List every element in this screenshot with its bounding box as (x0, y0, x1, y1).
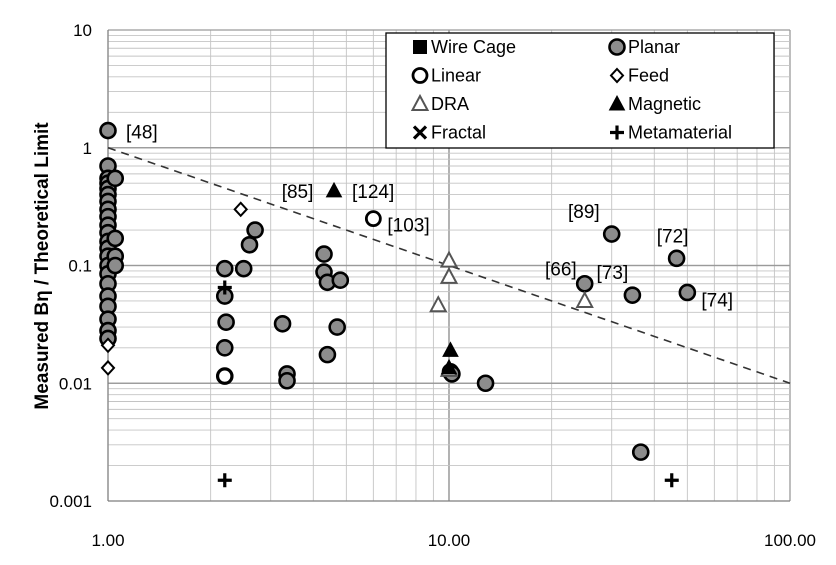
annotation-label: [66] (545, 260, 577, 281)
annotation-label: [73] (597, 263, 629, 284)
feed-point (233, 201, 249, 218)
legend-label-planar: Planar (628, 37, 680, 57)
planar-point (99, 121, 117, 140)
legend-marker-linear (411, 67, 429, 84)
legend-label-feed: Feed (628, 66, 669, 86)
legend-marker-wire-cage (413, 40, 427, 54)
planar-point (217, 313, 235, 331)
legend-label-dra: DRA (431, 94, 469, 114)
planar-point (106, 229, 125, 248)
tick-labels: 1.00 10.00 100.00 0.001 0.01 0.1 1 10 (49, 21, 816, 550)
dra-point (429, 295, 448, 313)
annotation-label: [124] (352, 182, 394, 203)
planar-point (602, 225, 621, 243)
legend-label-fractal: Fractal (431, 123, 486, 143)
linear-point (216, 367, 234, 385)
x-tick-label: 1.00 (91, 531, 124, 550)
y-tick-label: 0.1 (68, 257, 92, 276)
legend-box (385, 32, 775, 149)
y-tick-label: 0.001 (49, 492, 92, 511)
annotation-label: [72] (657, 226, 689, 247)
planar-point (667, 249, 686, 268)
legend: Wire Cage Planar Linear Feed DRA Magnetic Frac… (385, 32, 775, 149)
legend-label-metamaterial: Metamaterial (628, 123, 732, 143)
planar-point (106, 256, 125, 275)
feed-point (100, 337, 116, 354)
legend-marker-feed (609, 67, 625, 84)
linear-point (364, 210, 382, 228)
planar-point (328, 318, 346, 336)
data-points (99, 121, 697, 488)
x-tick-label: 100.00 (764, 531, 816, 550)
annotation-label: [74] (701, 290, 733, 311)
metamaterial-point (217, 473, 232, 488)
x-tick-label: 10.00 (428, 531, 471, 550)
point-annotations: [48] [85] [124] [103] [89] [72] [66] [73] [74] (126, 123, 733, 312)
annotation-label: [48] (126, 123, 158, 144)
dra-point (575, 290, 594, 308)
planar-point (331, 271, 350, 290)
y-tick-label: 1 (83, 139, 92, 158)
annotation-label: [89] (568, 202, 600, 223)
planar-point (240, 235, 259, 254)
magnetic-point (440, 358, 458, 375)
legend-marker-metamaterial (610, 125, 624, 140)
planar-point (315, 245, 333, 263)
feed-point (100, 359, 116, 376)
legend-marker-fractal (412, 125, 428, 140)
metamaterial-point (664, 473, 679, 488)
planar-point (106, 169, 125, 188)
planar-point (678, 283, 697, 302)
planar-point (623, 286, 642, 304)
planar-point (273, 314, 292, 333)
annotation-label: [85] (282, 182, 314, 203)
planar-point (318, 345, 337, 364)
legend-label-wire-cage: Wire Cage (431, 37, 516, 57)
planar-point (575, 274, 594, 293)
y-tick-label: 10 (73, 21, 92, 40)
metamaterial-point (217, 280, 232, 295)
y-tick-label: 0.01 (59, 374, 92, 393)
planar-point (278, 371, 296, 390)
dra-point (439, 250, 459, 268)
planar-point (246, 221, 264, 239)
legend-marker-dra (410, 93, 430, 111)
legend-marker-planar (608, 38, 626, 56)
legend-label-linear: Linear (431, 66, 481, 86)
planar-point (476, 374, 495, 393)
planar-point (234, 259, 253, 278)
dra-point (439, 266, 459, 284)
legend-label-magnetic: Magnetic (628, 94, 701, 114)
y-axis-label: Measured Bη / Theoretical Limit (32, 122, 53, 410)
planar-point (215, 339, 234, 357)
magnetic-point (442, 341, 459, 357)
magnetic-point (325, 181, 343, 198)
planar-point (215, 259, 234, 278)
planar-point (631, 443, 650, 461)
legend-marker-magnetic (608, 94, 626, 111)
annotation-label: [103] (387, 216, 429, 237)
